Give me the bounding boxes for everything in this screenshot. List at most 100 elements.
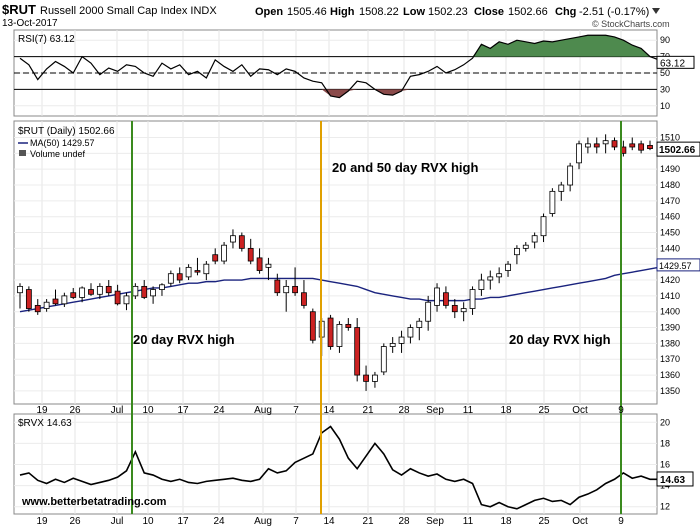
candle-body	[478, 279, 485, 290]
price-panel-frame	[13, 120, 658, 405]
candle-body	[514, 247, 520, 256]
candle-body	[185, 266, 192, 278]
x-tick-label-price: 28	[398, 405, 410, 416]
x-tick-label-price: 9	[618, 405, 624, 416]
price-y-tick: 1410	[660, 291, 680, 301]
candle-body	[407, 327, 414, 338]
price-last-value-box	[656, 141, 700, 157]
candle-body	[70, 292, 77, 298]
price-y-tick: 1470	[660, 196, 680, 206]
price-y-tick: 1420	[660, 275, 680, 285]
rsi-overbought-fill	[20, 35, 668, 57]
price-last-value: 1502.66	[659, 145, 696, 156]
candle-body	[531, 235, 538, 243]
rvx-line	[19, 425, 668, 510]
candle-body	[629, 143, 636, 148]
candle-body	[584, 143, 591, 148]
candle-body	[638, 143, 645, 151]
ma-last-value-box	[656, 258, 700, 272]
candle-body	[416, 320, 423, 328]
credit-label: © StockCharts.com	[592, 19, 670, 29]
x-tick-label-price: Oct	[572, 405, 588, 416]
ma50-line	[19, 264, 668, 313]
ma-last-value: 1429.57	[659, 261, 692, 271]
index-name: Russell 2000 Small Cap Index INDX	[40, 5, 217, 17]
candle-body	[159, 284, 165, 290]
x-tick-label-rvx: Oct	[572, 516, 588, 527]
candle-body	[247, 247, 254, 262]
low-label: Low	[403, 6, 425, 18]
annotation-left: 20 day RVX high	[133, 332, 235, 347]
x-tick-label-price: 7	[293, 405, 299, 416]
grid-layer	[14, 30, 657, 514]
price-title: $RUT (Daily) 1502.66	[18, 126, 115, 137]
x-tick-label-rvx: 24	[213, 516, 225, 527]
candle-body	[194, 270, 201, 273]
candle-body	[238, 235, 245, 249]
rvx-y-tick: 12	[660, 502, 670, 512]
x-tick-label-price: 18	[500, 405, 512, 416]
candle-body	[443, 292, 449, 306]
ma-legend: MA(50) 1429.57	[30, 138, 95, 148]
x-tick-label-price: Sep	[426, 405, 444, 416]
candle-body	[469, 289, 476, 309]
candle-body	[576, 143, 582, 164]
candle-body	[79, 287, 86, 298]
x-tick-label-rvx: 17	[177, 516, 189, 527]
price-y-tick: 1460	[660, 212, 680, 222]
candle-body	[301, 292, 307, 306]
x-tick-label-rvx: 28	[398, 516, 410, 527]
symbol-label: $RUT	[2, 2, 36, 17]
x-tick-label-rvx: 21	[362, 516, 374, 527]
candle-body	[221, 244, 227, 262]
candle-body	[309, 311, 316, 341]
candle-body	[274, 279, 281, 294]
x-tick-label-rvx: 19	[36, 516, 48, 527]
candle-body	[460, 308, 467, 313]
x-tick-label-rvx: 7	[293, 516, 299, 527]
x-tick-label-price: 25	[538, 405, 550, 416]
candle-body	[327, 317, 334, 347]
x-tick-label-rvx: 25	[538, 516, 550, 527]
candle-body	[292, 285, 298, 294]
candle-body	[354, 327, 361, 376]
x-tick-label-price: 17	[177, 405, 189, 416]
price-y-tick: 1370	[660, 354, 680, 364]
candle-body	[363, 374, 369, 382]
x-tick-label-rvx: Jul	[111, 516, 124, 527]
candle-body	[212, 254, 219, 262]
candle-body	[549, 190, 556, 214]
candle-body	[505, 263, 511, 271]
candle-body	[336, 323, 343, 347]
candle-body	[167, 273, 174, 284]
annotation-center: 20 and 50 day RVX high	[332, 160, 478, 175]
candle-body	[451, 304, 458, 313]
candle-body	[43, 301, 50, 309]
x-tick-label-rvx: 11	[463, 516, 474, 527]
x-tick-label-price: 10	[142, 405, 154, 416]
candle-body	[593, 143, 600, 148]
candle-body	[114, 290, 121, 305]
price-y-tick: 1350	[660, 386, 680, 396]
candle-body	[611, 140, 618, 148]
rsi-y-tick: 30	[660, 84, 670, 94]
date-label: 13-Oct-2017	[2, 18, 58, 29]
candle-body	[150, 289, 156, 297]
x-tick-label-price: 11	[463, 405, 474, 416]
volume-legend: Volume undef	[30, 149, 86, 159]
x-tick-label-rvx: 10	[142, 516, 154, 527]
rvx-last-value: 14.63	[660, 475, 685, 486]
price-y-tick: 1490	[660, 164, 680, 174]
chg-chevron-icon[interactable]	[652, 8, 660, 14]
x-tick-label-price: 19	[36, 405, 48, 416]
candle-body	[141, 285, 148, 298]
close-value: 1502.66	[508, 6, 548, 18]
candle-body	[203, 263, 210, 275]
candle-body	[96, 285, 103, 295]
candle-body	[434, 287, 440, 306]
candle-body	[123, 295, 130, 305]
open-value: 1505.46	[287, 6, 327, 18]
candle-body	[398, 336, 405, 344]
candle-body	[487, 276, 494, 281]
